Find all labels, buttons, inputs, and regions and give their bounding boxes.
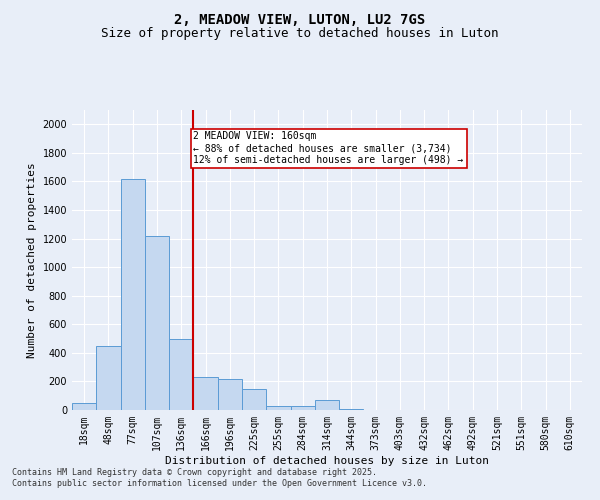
Bar xyxy=(145,236,169,410)
Bar xyxy=(266,406,290,410)
Text: 2 MEADOW VIEW: 160sqm
← 88% of detached houses are smaller (3,734)
12% of semi-d: 2 MEADOW VIEW: 160sqm ← 88% of detached … xyxy=(193,132,464,164)
Text: Contains HM Land Registry data © Crown copyright and database right 2025.
Contai: Contains HM Land Registry data © Crown c… xyxy=(12,468,427,487)
Bar xyxy=(290,406,315,410)
Text: 2, MEADOW VIEW, LUTON, LU2 7GS: 2, MEADOW VIEW, LUTON, LU2 7GS xyxy=(175,12,425,26)
Bar xyxy=(121,178,145,410)
X-axis label: Distribution of detached houses by size in Luton: Distribution of detached houses by size … xyxy=(165,456,489,466)
Text: Size of property relative to detached houses in Luton: Size of property relative to detached ho… xyxy=(101,28,499,40)
Bar xyxy=(96,346,121,410)
Bar xyxy=(169,338,193,410)
Bar xyxy=(193,377,218,410)
Bar xyxy=(315,400,339,410)
Bar xyxy=(218,378,242,410)
Bar xyxy=(242,388,266,410)
Bar xyxy=(72,403,96,410)
Y-axis label: Number of detached properties: Number of detached properties xyxy=(27,162,37,358)
